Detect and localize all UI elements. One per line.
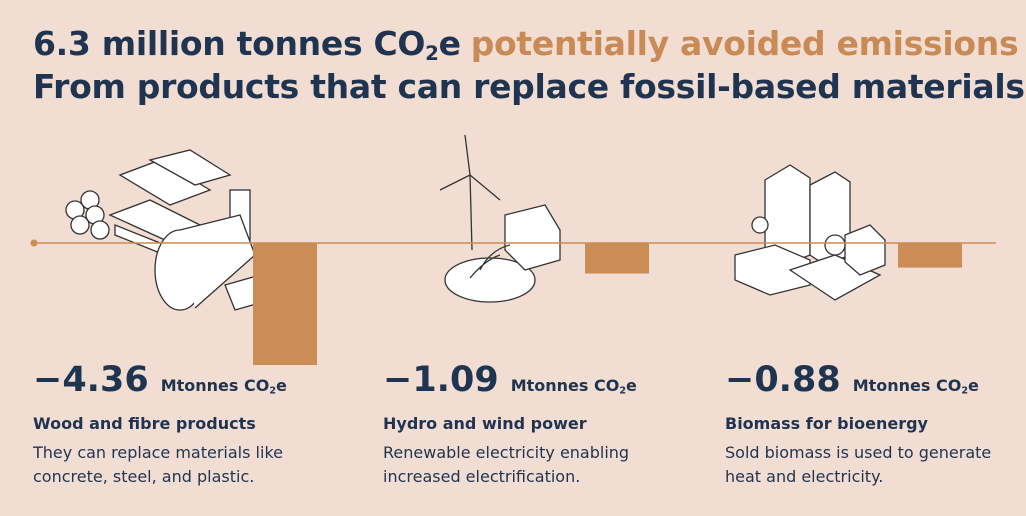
value-label: −4.36 — [33, 360, 149, 400]
category-block: −1.09 Mtonnes CO2e Hydro and wind power Ren… — [383, 360, 683, 489]
value-row: −4.36 Mtonnes CO2e — [33, 360, 333, 400]
value-row: −0.88 Mtonnes CO2e — [725, 360, 1025, 400]
title-highlight: potentially avoided emissions — [470, 24, 1019, 63]
subtitle: From products that can replace fossil-ba… — [33, 67, 1025, 106]
title-subscript: 2 — [425, 41, 439, 65]
title: 6.3 million tonnes CO2e potentially avoid… — [33, 22, 1025, 108]
title-line: 6.3 million tonnes CO2e potentially avoid… — [33, 22, 1025, 65]
category-block: −4.36 Mtonnes CO2e Wood and fibre products… — [33, 360, 333, 489]
description: Renewable electricity enabling increased… — [383, 443, 630, 486]
description: They can replace materials like concrete… — [33, 443, 283, 486]
unit-text: Mtonnes CO — [510, 376, 620, 395]
illustration-biomass — [734, 164, 886, 301]
unit: Mtonnes CO2e — [510, 376, 637, 397]
bar — [898, 243, 962, 268]
unit-text: Mtonnes CO — [160, 376, 270, 395]
description: Sold biomass is used to generate heat an… — [725, 443, 992, 486]
unit-text: e — [626, 376, 637, 395]
unit-text: e — [968, 376, 979, 395]
category-block: −0.88 Mtonnes CO2e Biomass for bioenergy So… — [725, 360, 1025, 489]
illustration-wood — [65, 149, 271, 311]
unit-text: e — [276, 376, 287, 395]
value-row: −1.09 Mtonnes CO2e — [383, 360, 683, 400]
title-text: 6.3 million tonnes CO — [33, 24, 426, 63]
value-label: −0.88 — [725, 360, 841, 400]
baseline-dot — [30, 239, 38, 247]
category-label: Biomass for bioenergy — [725, 414, 928, 433]
unit: Mtonnes CO2e — [160, 376, 287, 397]
unit-subscript: 2 — [269, 385, 277, 397]
value-label: −1.09 — [383, 360, 499, 400]
illustration-hydro-wind — [439, 134, 561, 303]
unit: Mtonnes CO2e — [852, 376, 979, 397]
unit-subscript: 2 — [961, 385, 969, 397]
unit-text: Mtonnes CO — [852, 376, 962, 395]
bar — [585, 243, 649, 274]
category-label: Wood and fibre products — [33, 414, 256, 433]
bar — [253, 243, 317, 365]
unit-subscript: 2 — [619, 385, 627, 397]
category-label: Hydro and wind power — [383, 414, 587, 433]
title-text: e — [438, 24, 461, 63]
